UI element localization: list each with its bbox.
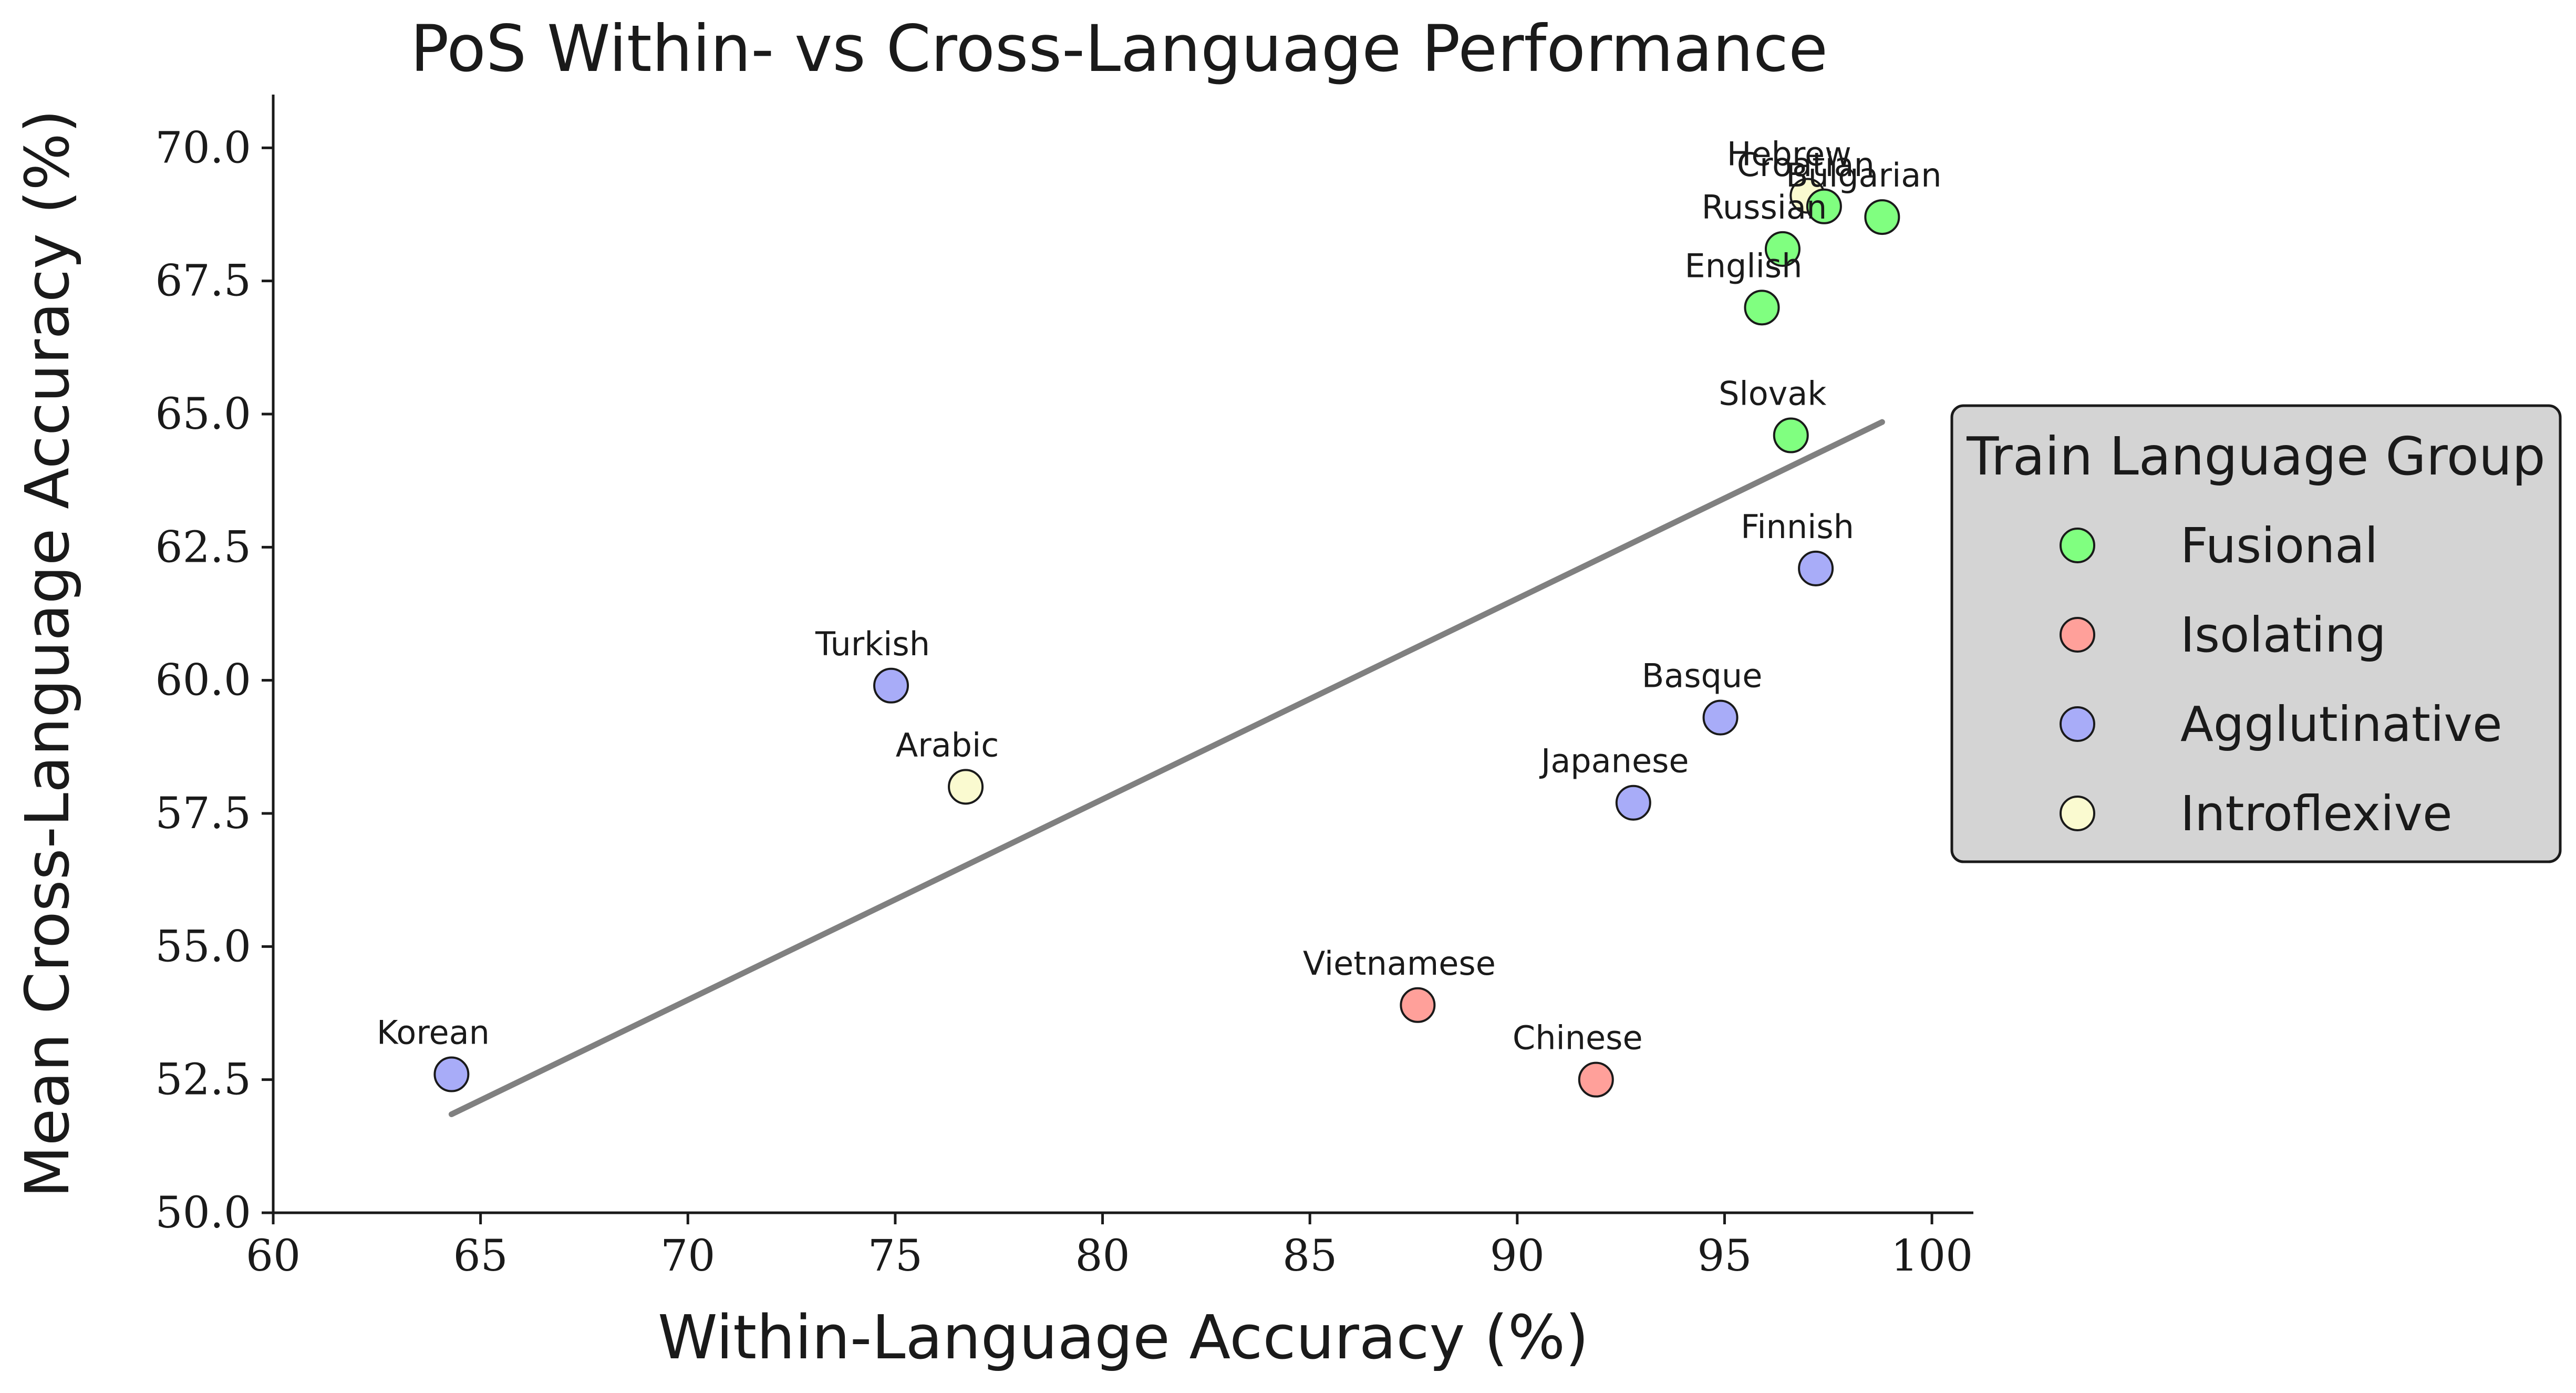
legend-title: Train Language Group: [1966, 426, 2545, 487]
y-tick-label: 60.0: [155, 656, 251, 706]
y-tick-label: 52.5: [155, 1055, 251, 1105]
x-tick-label: 100: [1891, 1231, 1973, 1281]
data-point-label-bulgarian: Bulgarian: [1786, 156, 1941, 194]
y-tick-label: 65.0: [155, 389, 251, 439]
y-axis-label: Mean Cross-Language Accuracy (%): [13, 109, 83, 1198]
legend-label-isolating: Isolating: [2180, 607, 2386, 663]
data-point-croatian: [1806, 188, 1842, 224]
data-point-label-arabic: Arabic: [896, 726, 999, 764]
legend: Train Language Group Fusional Isolating Ag…: [1950, 404, 2562, 863]
x-tick-label: 80: [1075, 1231, 1130, 1281]
data-point-label-finnish: Finnish: [1741, 508, 1854, 546]
legend-marker-fusional: [2060, 528, 2095, 563]
data-point-japanese: [1615, 785, 1651, 821]
x-tick-label: 70: [660, 1231, 715, 1281]
y-ticks: 50.0 52.5 55.0 57.5 60.0 62.5 65.0 67.5 70.0: [155, 123, 273, 1238]
x-tick-label: 85: [1282, 1231, 1337, 1281]
data-point-russian: [1764, 231, 1801, 267]
data-point-basque: [1702, 699, 1739, 736]
y-tick-label: 62.5: [155, 522, 251, 572]
data-point-label-croatian: Croatian: [1737, 146, 1875, 184]
y-tick-label: 57.5: [155, 789, 251, 839]
legend-marker-isolating: [2060, 617, 2095, 653]
y-tick-label: 67.5: [155, 256, 251, 306]
data-point-label-russian: Russian: [1702, 188, 1827, 226]
data-point-label-japanese: Japanese: [1539, 742, 1689, 780]
x-ticks: 60 65 70 75 80 85 90 95 100: [246, 1213, 1973, 1281]
x-tick-label: 75: [868, 1231, 923, 1281]
x-axis-label: Within-Language Accuracy (%): [658, 1303, 1589, 1373]
chart-title: PoS Within- vs Cross-Language Performanc…: [410, 12, 1828, 86]
data-point-label-chinese: Chinese: [1513, 1019, 1643, 1057]
x-tick-label: 60: [246, 1231, 301, 1281]
data-point-label-vietnamese: Vietnamese: [1303, 944, 1496, 983]
legend-label-agglutinative: Agglutinative: [2180, 696, 2502, 752]
data-point-label-basque: Basque: [1642, 657, 1763, 695]
data-point-english: [1744, 290, 1780, 326]
data-point-label-slovak: Slovak: [1719, 375, 1826, 413]
data-point-arabic: [948, 769, 984, 805]
legend-entries: Fusional Isolating Agglutinative Introflexi…: [2060, 518, 2502, 842]
data-point-label-english: English: [1685, 246, 1803, 285]
data-point-korean: [433, 1056, 470, 1092]
y-tick-label: 50.0: [155, 1188, 251, 1238]
legend-label-fusional: Fusional: [2180, 518, 2378, 574]
legend-marker-introflexive: [2060, 796, 2095, 831]
data-points: [433, 178, 1900, 1098]
trendline: [448, 419, 1885, 1118]
data-point-label-korean: Korean: [377, 1014, 490, 1052]
axes: 60 65 70 75 80 85 90 95 100 50.0 52.5 55.0 57.5 60.0…: [155, 95, 1973, 1281]
x-tick-label: 65: [453, 1231, 508, 1281]
x-tick-label: 90: [1490, 1231, 1545, 1281]
x-tick-label: 95: [1697, 1231, 1752, 1281]
data-point-chinese: [1578, 1061, 1614, 1098]
data-point-bulgarian: [1864, 199, 1900, 235]
legend-marker-agglutinative: [2060, 706, 2095, 742]
y-tick-label: 55.0: [155, 922, 251, 972]
y-tick-label: 70.0: [155, 123, 251, 173]
legend-label-introflexive: Introflexive: [2180, 786, 2453, 842]
data-point-label-hebrew: Hebrew: [1727, 135, 1851, 173]
data-point-label-turkish: Turkish: [815, 625, 930, 663]
data-point-turkish: [873, 667, 909, 704]
data-point-finnish: [1798, 550, 1834, 586]
data-point-slovak: [1773, 417, 1809, 453]
legend-box: [1950, 404, 2562, 863]
data-point-vietnamese: [1400, 987, 1436, 1023]
